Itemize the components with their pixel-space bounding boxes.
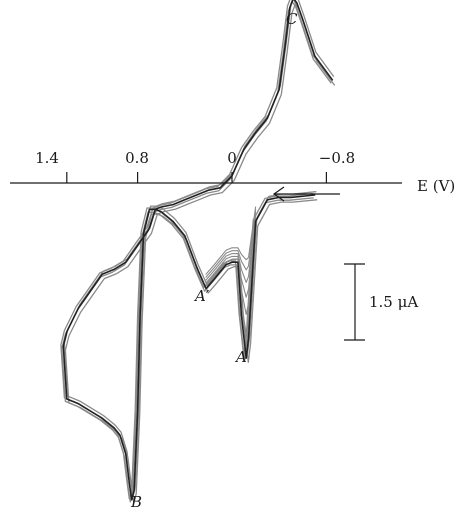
peak-label-b: B <box>130 493 142 509</box>
current-scale-bar <box>344 263 365 341</box>
peak-label-a: A <box>234 348 247 366</box>
x-axis-label: E (V) <box>417 177 455 195</box>
x-tick-label-minus-0.8: −0.8 <box>319 149 355 167</box>
peak-label-a-prime: A′ <box>193 287 210 305</box>
x-axis-ticks <box>66 172 327 183</box>
inner-cycle-3 <box>205 215 257 298</box>
voltammogram-curves <box>60 0 336 504</box>
voltammogram-main-trace <box>62 0 334 501</box>
x-tick-label-1.4: 1.4 <box>35 149 59 167</box>
x-tick-label-0: 0 <box>227 149 237 167</box>
sweep-arrow <box>272 186 340 202</box>
inner-cycle-6 <box>205 206 257 275</box>
x-tick-label-0.8: 0.8 <box>125 149 149 167</box>
inner-cycle-5 <box>205 209 257 278</box>
cycle-trace-3 <box>60 0 331 500</box>
inner-cycle-4 <box>205 212 257 283</box>
cycle-trace-4 <box>64 3 336 504</box>
peak-label-c: C <box>286 10 298 28</box>
cycle-trace-1 <box>61 0 332 503</box>
scale-bar-label: 1.5 μA <box>369 293 418 311</box>
